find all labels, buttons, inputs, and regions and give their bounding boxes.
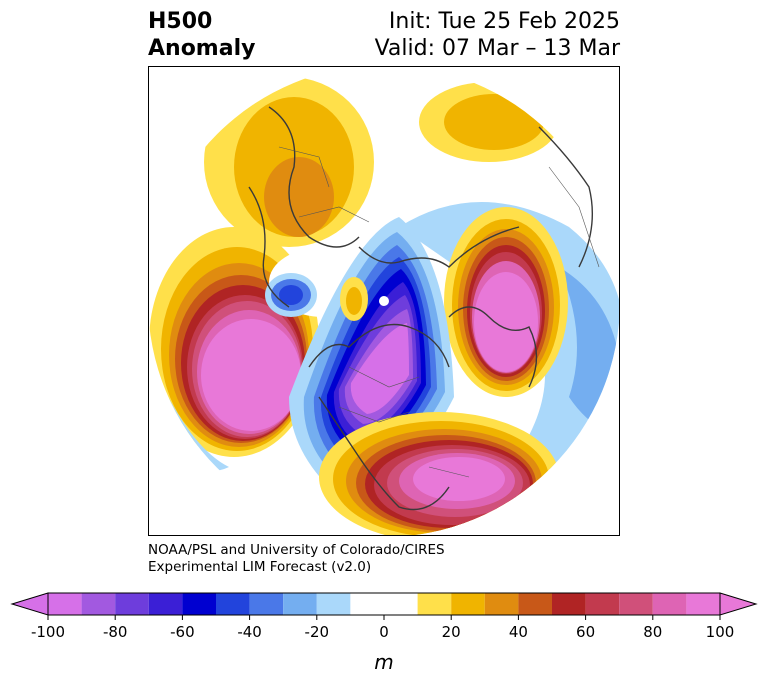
colorbar-tick-label: 80	[643, 623, 662, 641]
colorbar-tick-label: 0	[379, 623, 389, 641]
colorbar-tick-label: 40	[509, 623, 528, 641]
small-low	[265, 273, 317, 317]
colorbar-bin	[652, 593, 687, 615]
colorbar-bin	[148, 593, 183, 615]
colorbar-bin	[115, 593, 149, 615]
colorbar-bin	[182, 593, 216, 615]
credits: NOAA/PSL and University of Colorado/CIRE…	[148, 542, 445, 576]
colorbar-bin	[216, 593, 250, 615]
title-line-2: Anomaly	[148, 36, 256, 61]
colorbar-bin	[585, 593, 620, 615]
colorbar-tick-label: -40	[237, 623, 262, 641]
colorbar-bin	[316, 593, 351, 615]
colorbar-bin	[619, 593, 653, 615]
colorbar-tick-label: -60	[170, 623, 195, 641]
colorbar-extend-low	[10, 592, 49, 616]
north-asia-ridge	[419, 82, 559, 162]
us-east-ridge	[319, 412, 559, 535]
map-title: H500 Anomaly	[148, 8, 255, 62]
colorbar-tick-label: 60	[576, 623, 595, 641]
anomaly-map	[148, 66, 620, 536]
init-date: Init: Tue 25 Feb 2025	[388, 9, 620, 34]
siberia-ridge	[444, 207, 568, 397]
colorbar-bin	[417, 593, 452, 615]
colorbar-bin	[249, 593, 284, 615]
colorbar-extend-high	[719, 592, 758, 616]
borders	[278, 146, 600, 478]
colorbar-bin	[686, 593, 720, 615]
colorbar-bin	[552, 593, 586, 615]
colorbar-ticks: -100 -80 -60 -40 -20 0 20 40 60 80 100	[31, 615, 734, 641]
colorbar-bin	[283, 593, 317, 615]
forecast-dates: Init: Tue 25 Feb 2025 Valid: 07 Mar – 13…	[375, 8, 620, 62]
colorbar: -100 -80 -60 -40 -20 0 20 40 60 80 100	[10, 592, 758, 641]
colorbar-unit: m	[374, 650, 394, 674]
colorbar-tick-label: -80	[103, 623, 128, 641]
anomaly-field	[149, 77, 619, 535]
colorbar-bin	[48, 593, 82, 615]
colorbar-tick-label: -100	[31, 623, 65, 641]
europe-ridge	[204, 77, 374, 247]
colorbar-bin	[350, 593, 418, 615]
credits-line-1: NOAA/PSL and University of Colorado/CIRE…	[148, 542, 445, 558]
colorbar-bin	[484, 593, 519, 615]
colorbar-tick-label: 20	[442, 623, 461, 641]
colorbar-tick-label: -20	[305, 623, 330, 641]
colorbar-bin	[451, 593, 485, 615]
credits-line-2: Experimental LIM Forecast (v2.0)	[148, 559, 372, 575]
colorbar-bins	[48, 593, 720, 615]
north-america-trough	[289, 217, 454, 487]
small-high	[340, 277, 368, 321]
colorbar-bin	[81, 593, 116, 615]
colorbar-tick-label: 100	[706, 623, 735, 641]
valid-range: Valid: 07 Mar – 13 Mar	[374, 36, 620, 61]
pole-marker	[379, 296, 389, 306]
colorbar-bin	[518, 593, 552, 615]
map-canvas	[149, 77, 619, 535]
title-line-1: H500	[148, 9, 213, 34]
coastlines	[248, 106, 593, 511]
